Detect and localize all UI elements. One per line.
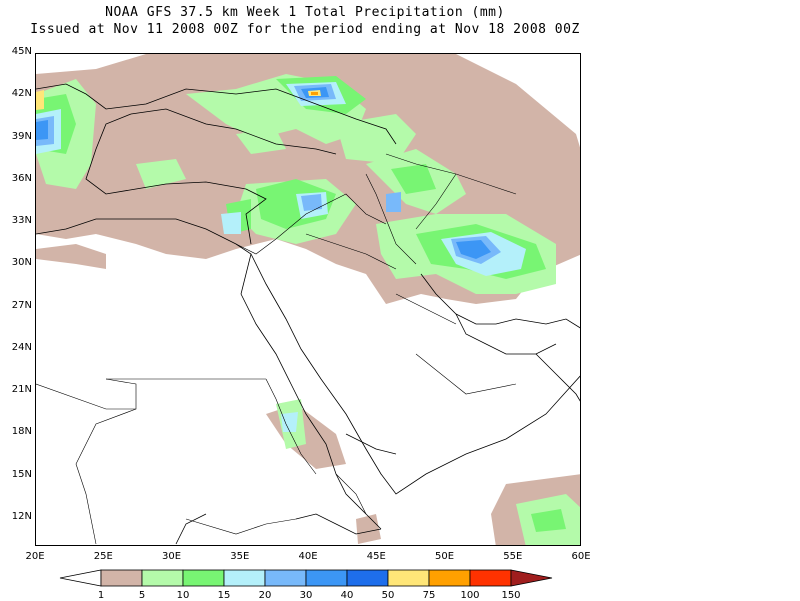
lat-tick-label: 39N [11, 130, 32, 142]
country-borders [36, 153, 517, 545]
colorbar-swatch [223, 569, 266, 587]
colorbar-swatch [510, 569, 553, 587]
lon-tick-label: 50E [434, 551, 455, 562]
lon-tick-label: 20E [25, 551, 45, 562]
colorbar-swatch [469, 569, 512, 587]
colorbar-label: 10 [176, 590, 190, 601]
colorbar-label: 30 [299, 590, 313, 601]
colorbar-label: 40 [340, 590, 354, 601]
colorbar-swatch [182, 569, 225, 587]
colorbar-label: 50 [381, 590, 395, 601]
lat-tick-label: 36N [11, 172, 32, 184]
colorbar-label: 20 [258, 590, 272, 601]
colorbar-swatch [305, 569, 348, 587]
lat-tick-label: 45N [11, 46, 32, 57]
colorbar-label: 100 [460, 590, 480, 601]
colorbar-swatch [100, 569, 143, 587]
colorbar-swatch [346, 569, 389, 587]
lon-tick-label: 60E [571, 551, 591, 562]
map-title: NOAA GFS 37.5 km Week 1 Total Precipitat… [105, 5, 505, 20]
precip-orange-layer [311, 92, 318, 95]
colorbar-swatch [387, 569, 430, 587]
lat-tick-label: 18N [11, 426, 32, 438]
lat-tick-label: 12N [11, 510, 32, 522]
colorbar-swatch [59, 569, 102, 587]
lon-tick-label: 30E [161, 551, 182, 562]
colorbar-label: 5 [138, 590, 146, 601]
lat-tick-label: 15N [11, 468, 32, 480]
lat-tick-label: 21N [11, 384, 32, 396]
colorbar-swatch [428, 569, 471, 587]
coastlines [36, 83, 580, 545]
colorbar-label: 75 [422, 590, 436, 601]
lon-tick-label: 45E [366, 551, 386, 562]
lon-tick-label: 35E [230, 551, 250, 562]
colorbar-swatch [141, 569, 184, 587]
map-subtitle: Issued at Nov 11 2008 00Z for the period… [30, 22, 580, 37]
colorbar-label: 1 [97, 590, 105, 601]
lat-tick-label: 24N [11, 341, 32, 353]
lon-tick-label: 25E [93, 551, 113, 562]
colorbar-swatch [264, 569, 307, 587]
colorbar-label: 15 [217, 590, 231, 601]
lat-tick-label: 33N [11, 215, 32, 227]
lat-tick-label: 30N [11, 257, 32, 269]
lon-tick-label: 40E [298, 551, 318, 562]
colorbar [59, 569, 553, 587]
lat-tick-label: 27N [11, 299, 32, 311]
map-canvas [36, 54, 580, 545]
colorbar-label: 150 [501, 590, 521, 601]
lon-tick-label: 55E [503, 551, 523, 562]
precipitation-map [35, 53, 581, 546]
lat-tick-label: 42N [11, 88, 32, 100]
